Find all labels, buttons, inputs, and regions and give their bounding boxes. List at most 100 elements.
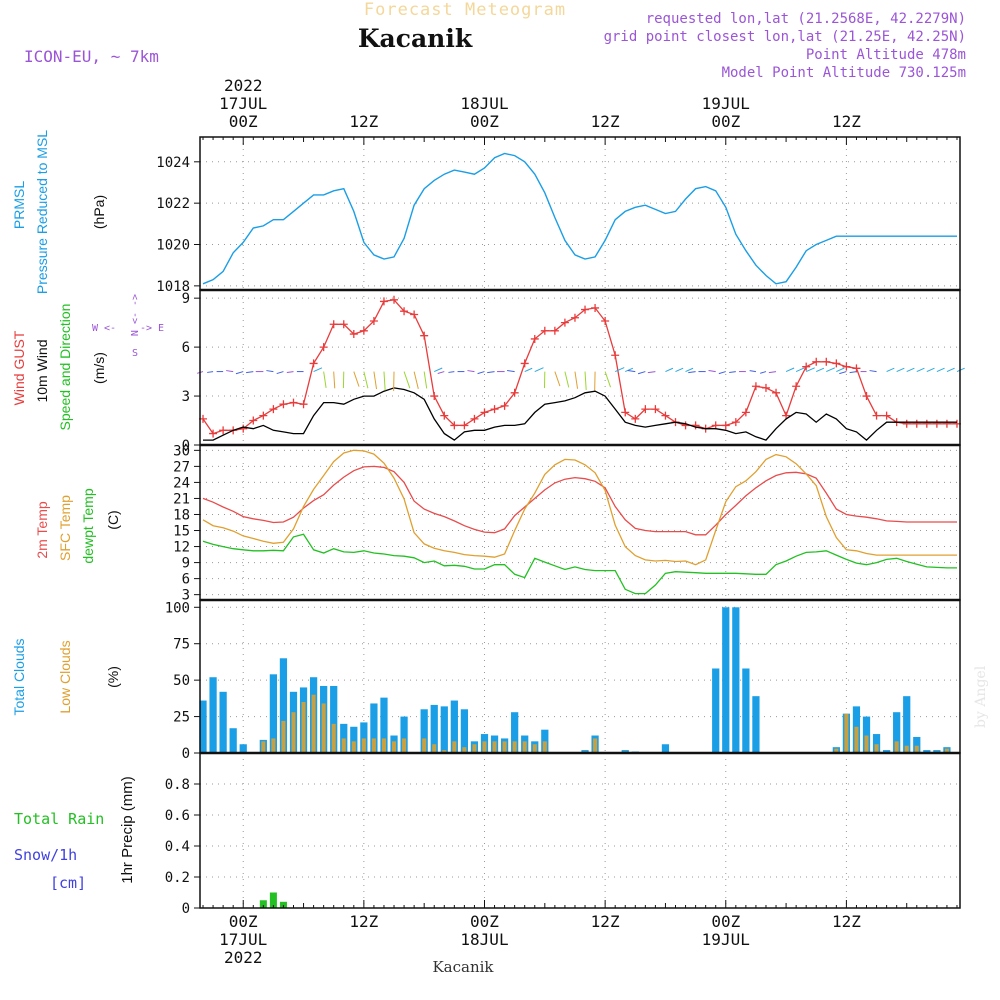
- wind-arrow: [685, 367, 694, 373]
- gust-marker: [751, 382, 760, 391]
- y-tick-label: 3: [182, 389, 190, 405]
- gust-marker: [379, 297, 388, 306]
- wind-arrow: [759, 371, 767, 374]
- low-cloud-bar: [432, 744, 437, 753]
- snow-unit-label: [cm]: [50, 874, 86, 892]
- total-cloud-bar: [430, 704, 438, 753]
- low-cloud-bar: [492, 741, 497, 753]
- total-cloud-bar: [370, 703, 378, 753]
- c-unit-label: (C): [105, 510, 121, 529]
- total-cloud-bar: [209, 677, 217, 753]
- total-cloud-bar: [913, 736, 921, 753]
- low-cloud-bar: [874, 744, 879, 753]
- panel-precipitation: 0 0.2 0.4 0.6 0.8: [165, 753, 960, 917]
- wind-arrow: [574, 371, 579, 389]
- wind-arrow: [373, 371, 378, 390]
- low-cloud-bar: [391, 741, 397, 753]
- rain-bar: [259, 900, 267, 908]
- wind-arrow: [718, 371, 726, 375]
- gust-marker: [249, 416, 258, 425]
- total-cloud-bar: [269, 674, 278, 753]
- y-tick-label: 15: [173, 524, 190, 540]
- low-cloud-bar: [864, 735, 869, 753]
- gust-marker: [339, 320, 348, 329]
- low-cloud-bar: [261, 741, 266, 753]
- total-cloud-bar: [460, 709, 469, 753]
- y-tick-label: 9: [182, 291, 190, 307]
- total-cloud-bar: [219, 691, 227, 753]
- wind-arrow: [353, 371, 360, 387]
- wind-arrow: [749, 370, 756, 373]
- point-altitude: Point Altitude 478m: [806, 47, 966, 63]
- wind-arrow: [785, 367, 795, 373]
- wind-arrow: [524, 367, 533, 373]
- wind-arrow: [805, 367, 815, 373]
- dewpt-label: dewpt Temp: [80, 488, 96, 563]
- total-cloud-bar: [882, 750, 891, 753]
- wind-arrow: [434, 367, 443, 373]
- pct-unit-label: (%): [105, 666, 121, 688]
- wind-arrow: [467, 370, 475, 373]
- precip-axis-label: 1hr Precip (mm): [119, 776, 136, 884]
- low-cloud-bar: [452, 741, 457, 753]
- wind-arrow: [507, 369, 515, 373]
- watermark: by Angel: [973, 665, 989, 728]
- wind-arrow: [665, 367, 674, 373]
- top-time-label: 2022: [224, 76, 263, 95]
- wind-arrow: [437, 371, 445, 374]
- gust-marker: [289, 398, 298, 407]
- wind-arrow: [839, 371, 847, 375]
- gust-marker: [530, 334, 539, 343]
- total-cloud-bar: [862, 716, 871, 753]
- low-cloud-bar: [402, 738, 407, 753]
- wind-arrow: [226, 370, 234, 373]
- t2m-line: [202, 465, 957, 536]
- bottom-time-label: 00Z: [229, 912, 258, 931]
- model-label: ICON-EU, ~ 7km: [24, 47, 159, 66]
- total-cloud-bar: [450, 700, 458, 753]
- low-cloud-bar: [341, 738, 346, 753]
- low-cloud-bar: [844, 713, 849, 753]
- total-cloud-bar: [199, 700, 207, 753]
- low-cloud-bar: [462, 747, 467, 753]
- model-altitude: Model Point Altitude 730.125m: [722, 65, 966, 81]
- y-tick-label: 21: [173, 491, 190, 507]
- wind-arrow: [477, 371, 485, 375]
- gust-marker: [802, 362, 811, 371]
- wind-arrow: [333, 371, 336, 389]
- prmsl-line: [202, 152, 957, 285]
- wind-arrow: [564, 371, 570, 388]
- wind-arrow: [383, 371, 386, 391]
- compass-north: N <- ->: [130, 294, 141, 336]
- gust-marker: [581, 305, 590, 314]
- gust-marker: [470, 414, 479, 423]
- total-cloud-bar: [903, 696, 911, 753]
- gust-marker: [872, 411, 881, 420]
- low-cloud-bar: [512, 741, 517, 753]
- gust-marker: [460, 421, 469, 430]
- total-cloud-bar: [400, 716, 408, 753]
- total-cloud-bar: [742, 668, 750, 753]
- gust-marker: [932, 419, 941, 428]
- wind-arrow: [849, 371, 857, 374]
- gust-marker: [490, 405, 499, 414]
- cloud-labels: Total Clouds Low Clouds (%): [11, 638, 121, 715]
- bottom-time-label: 12Z: [832, 912, 861, 931]
- gust-marker: [812, 357, 821, 366]
- low-cloud-bar: [422, 738, 427, 753]
- y-tick-label: 75: [173, 637, 190, 653]
- gust-marker: [761, 383, 770, 392]
- low-cloud-bar: [834, 748, 839, 753]
- grid-point-coords: grid point closest lon,lat (21.25E, 42.2…: [604, 29, 966, 45]
- wind-arrow: [413, 371, 419, 389]
- wind-arrow: [869, 370, 877, 373]
- location-title: Kacanik: [358, 24, 473, 53]
- gust-marker: [349, 330, 358, 339]
- low-cloud-bar: [532, 744, 537, 753]
- t2m-label: 2m Temp: [34, 501, 50, 559]
- wind-arrow: [323, 371, 327, 388]
- gust-marker: [591, 303, 600, 312]
- total-cloud-bar: [752, 696, 760, 753]
- low-cloud-bar: [894, 741, 899, 753]
- gust-marker: [520, 359, 529, 368]
